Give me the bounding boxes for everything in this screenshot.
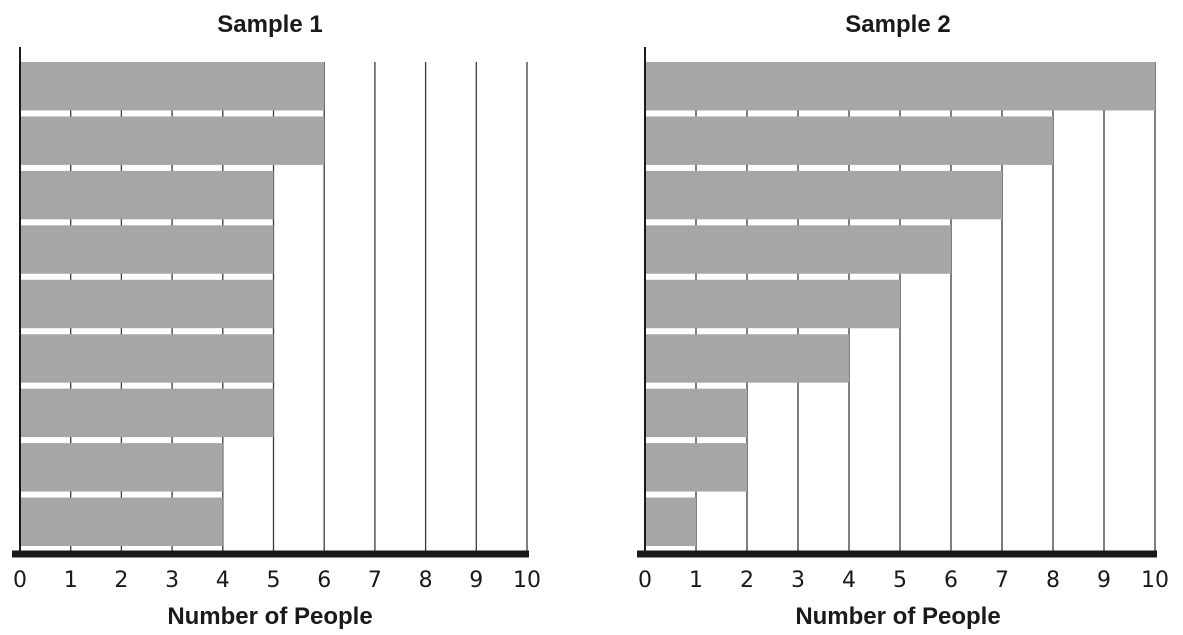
- bar: [20, 170, 274, 220]
- x-tick-label: 6: [944, 568, 958, 593]
- x-tick-label: 9: [469, 568, 483, 593]
- x-tick-label: 7: [368, 568, 382, 593]
- bar: [20, 497, 223, 546]
- bars: [20, 62, 325, 546]
- bar: [20, 388, 274, 438]
- x-tick-label: 0: [13, 568, 27, 593]
- bars: [645, 62, 1155, 546]
- x-tick-label: 4: [216, 568, 230, 593]
- x-tick-label: 5: [893, 568, 907, 593]
- x-tick-label: 2: [740, 568, 754, 593]
- x-tick-labels: 0 1 2 3 4 5 6 7 8 9 10: [638, 568, 1169, 593]
- x-tick-label: 2: [114, 568, 128, 593]
- x-tick-label: 9: [1097, 568, 1111, 593]
- bar: [645, 334, 849, 383]
- bar: [20, 116, 325, 165]
- bar: [20, 443, 223, 492]
- bar: [20, 334, 274, 383]
- x-axis-label: Number of People: [167, 603, 372, 630]
- bar: [645, 225, 951, 274]
- axes: [637, 47, 1157, 558]
- x-tick-label: 10: [513, 568, 541, 593]
- x-tick-label: 6: [317, 568, 331, 593]
- bar: [645, 170, 1002, 220]
- x-tick-label: 1: [64, 568, 78, 593]
- chart-sample-2: Sample 2 0 1 2 3 4 5 6 7 8 9 10 Number of People: [637, 11, 1169, 630]
- bar: [645, 443, 747, 492]
- bar: [645, 497, 696, 546]
- x-tick-label: 0: [638, 568, 652, 593]
- x-tick-label: 3: [791, 568, 805, 593]
- x-tick-label: 5: [267, 568, 281, 593]
- axes: [12, 47, 529, 558]
- bar: [645, 116, 1053, 165]
- bar: [645, 388, 747, 438]
- x-tick-label: 10: [1141, 568, 1169, 593]
- chart-title: Sample 1: [217, 11, 322, 38]
- x-tick-label: 1: [689, 568, 703, 593]
- chart-title: Sample 2: [845, 11, 950, 38]
- chart-sample-1: Sample 1 0 1 2 3 4 5 6 7 8 9 10 Number of People: [12, 11, 541, 630]
- x-tick-label: 3: [165, 568, 179, 593]
- x-tick-label: 8: [419, 568, 433, 593]
- x-tick-labels: 0 1 2 3 4 5 6 7 8 9 10: [13, 568, 541, 593]
- bar: [645, 279, 900, 329]
- bar: [20, 62, 325, 111]
- bar: [20, 279, 274, 329]
- bar: [20, 225, 274, 274]
- bar: [645, 62, 1155, 111]
- x-tick-label: 4: [842, 568, 856, 593]
- x-tick-label: 8: [1046, 568, 1060, 593]
- x-tick-label: 7: [995, 568, 1009, 593]
- x-axis-label: Number of People: [795, 603, 1000, 630]
